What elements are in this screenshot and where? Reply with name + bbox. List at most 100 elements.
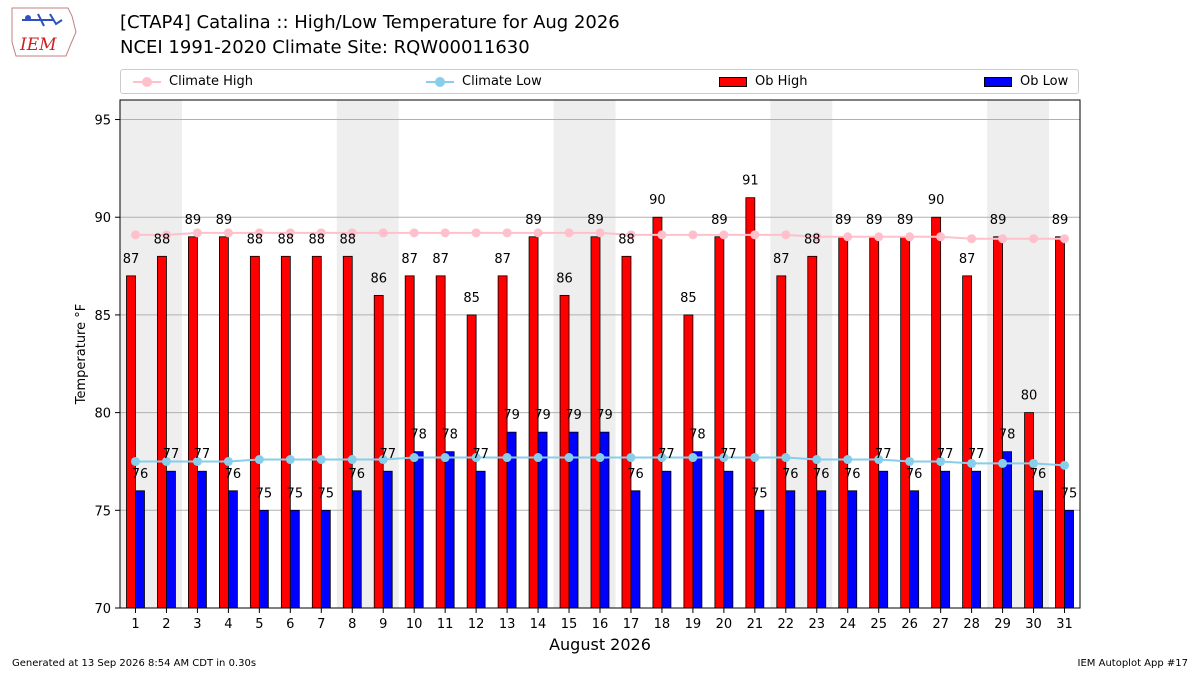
climate-low-point — [750, 453, 760, 463]
ob-low-bar — [971, 470, 982, 609]
climate-high-swatch — [133, 75, 161, 89]
legend-item-climate-low: Climate Low — [426, 74, 542, 89]
x-tick-label: 20 — [716, 617, 733, 632]
ob-low-label: 75 — [751, 486, 768, 501]
ob-high-bar — [249, 255, 260, 609]
climate-high-point — [502, 228, 512, 238]
climate-high-point — [750, 230, 760, 240]
climate-low-point — [285, 455, 295, 465]
ob-low-bar — [135, 490, 145, 609]
ob-low-swatch — [984, 76, 1012, 87]
climate-low-point — [254, 455, 264, 465]
climate-high-point — [657, 230, 667, 240]
ob-high-bar — [745, 197, 756, 609]
ob-low-bar — [692, 451, 703, 609]
ob-low-bar — [258, 509, 269, 609]
x-tick-label: 25 — [870, 617, 887, 632]
ob-low-label: 76 — [348, 467, 365, 482]
x-tick-label: 2 — [162, 617, 170, 632]
ob-low-bar — [166, 470, 176, 609]
ob-high-bar — [807, 255, 818, 609]
climate-low-point — [502, 453, 512, 463]
ob-high-label: 88 — [278, 232, 295, 247]
climate-low-point — [998, 458, 1008, 468]
climate-low-point — [967, 458, 977, 468]
x-tick-label: 26 — [901, 617, 918, 632]
ob-low-label: 76 — [225, 467, 242, 482]
ob-low-label: 76 — [132, 467, 149, 482]
ob-low-label: 76 — [782, 467, 799, 482]
y-tick-label: 95 — [94, 114, 111, 129]
ob-high-label: 86 — [556, 271, 573, 286]
legend-label-ob-low: Ob Low — [1020, 74, 1069, 89]
ob-low-label: 75 — [256, 486, 273, 501]
climate-high-point — [812, 232, 822, 242]
climate-low-point — [905, 456, 915, 466]
x-tick-label: 8 — [348, 617, 356, 632]
ob-low-label: 78 — [689, 428, 706, 443]
ob-high-bar — [188, 236, 198, 609]
climate-high-point — [626, 230, 636, 240]
ob-low-bar — [289, 509, 300, 609]
climate-low-point — [874, 455, 884, 465]
ob-high-bar — [900, 236, 911, 609]
ob-low-label: 75 — [287, 486, 304, 501]
chart-subtitle: NCEI 1991-2020 Climate Site: RQW00011630 — [120, 37, 530, 58]
ob-low-bar — [940, 470, 951, 609]
climate-low-point — [1029, 458, 1039, 468]
ob-low-label: 77 — [194, 447, 211, 462]
x-axis-label: August 2026 — [549, 635, 651, 654]
x-tick-label: 27 — [932, 617, 949, 632]
legend-item-climate-high: Climate High — [133, 74, 253, 89]
climate-high-point — [905, 232, 915, 242]
x-tick-label: 28 — [963, 617, 980, 632]
climate-low-point — [161, 456, 171, 466]
ob-low-bar — [382, 470, 393, 609]
ob-low-label: 78 — [999, 428, 1016, 443]
ob-low-bar — [909, 490, 920, 609]
climate-low-point — [843, 455, 853, 465]
iem-logo: IEM — [8, 6, 78, 58]
logo-text: IEM — [19, 35, 57, 55]
climate-low-point — [533, 453, 543, 463]
climate-high-point — [719, 230, 729, 240]
ob-low-label: 75 — [1061, 486, 1078, 501]
climate-high-point — [440, 228, 450, 238]
climate-low-point — [347, 455, 357, 465]
ob-high-bar — [1055, 236, 1065, 609]
ob-high-label: 87 — [959, 252, 976, 267]
x-tick-label: 10 — [406, 617, 423, 632]
x-tick-label: 9 — [379, 617, 387, 632]
ob-low-label: 75 — [318, 486, 335, 501]
ob-low-label: 77 — [163, 447, 180, 462]
climate-low-point — [719, 453, 729, 463]
ob-low-bar — [1002, 451, 1012, 609]
climate-low-point — [626, 453, 636, 463]
climate-high-point — [967, 234, 977, 244]
ob-high-bar — [776, 275, 787, 609]
x-tick-label: 17 — [623, 617, 640, 632]
ob-high-label: 89 — [711, 213, 728, 228]
x-tick-label: 21 — [747, 617, 764, 632]
ob-low-bar — [1064, 509, 1074, 609]
x-tick-label: 5 — [255, 617, 263, 632]
ob-high-label: 88 — [247, 232, 264, 247]
ob-low-label: 79 — [534, 408, 551, 423]
climate-low-point — [130, 456, 140, 466]
climate-low-point — [688, 453, 698, 463]
ob-high-label: 87 — [432, 252, 449, 267]
ob-high-label: 89 — [835, 213, 852, 228]
climate-high-point — [130, 230, 140, 240]
climate-low-point — [471, 453, 481, 463]
x-tick-label: 23 — [809, 617, 826, 632]
y-tick-label: 80 — [94, 407, 111, 422]
ob-high-bar — [714, 236, 725, 609]
ob-low-label: 77 — [379, 447, 396, 462]
ob-high-bar — [962, 275, 973, 609]
climate-high-point — [316, 228, 326, 238]
ob-low-bar — [661, 470, 672, 609]
ob-high-label: 88 — [339, 232, 356, 247]
ob-low-label: 77 — [720, 447, 737, 462]
x-tick-label: 11 — [437, 617, 454, 632]
ob-high-label: 89 — [990, 213, 1007, 228]
